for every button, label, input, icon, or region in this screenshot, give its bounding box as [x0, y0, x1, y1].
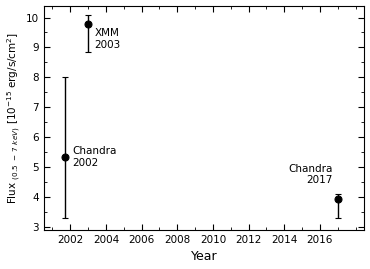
Text: XMM
2003: XMM 2003 — [94, 28, 121, 49]
Text: Chandra
2017: Chandra 2017 — [288, 164, 332, 185]
Y-axis label: Flux $_{(0.5\ -\ 7\ keV)}$ [10$^{-15}$ erg/s/cm$^{2}$]: Flux $_{(0.5\ -\ 7\ keV)}$ [10$^{-15}$ e… — [6, 32, 23, 204]
Text: Chandra
2002: Chandra 2002 — [72, 146, 117, 168]
X-axis label: Year: Year — [191, 250, 217, 263]
